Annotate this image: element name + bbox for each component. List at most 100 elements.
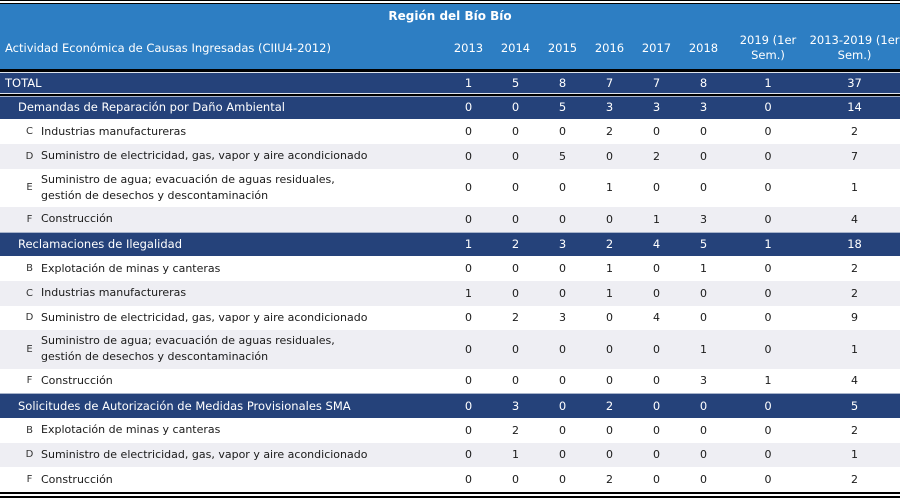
- category-code: B: [26, 263, 33, 275]
- category-label: Suministro de electricidad, gas, vapor y…: [41, 310, 368, 324]
- category-code: F: [26, 474, 33, 486]
- value-cell: 0: [445, 207, 492, 232]
- value-cell: 5: [539, 143, 586, 169]
- value-cell: 0: [492, 119, 539, 144]
- total-label: TOTAL: [0, 68, 445, 96]
- value-cell: 2: [809, 467, 900, 492]
- column-header-year: 2013: [445, 28, 492, 70]
- category-code: E: [26, 182, 33, 194]
- value-cell: 0: [445, 168, 492, 207]
- value-cell: 1: [586, 256, 633, 281]
- section-label: Reclamaciones de Ilegalidad: [0, 231, 445, 257]
- value-cell: 0: [633, 119, 680, 144]
- total-row: TOTAL 1 5 8 7 7 8 1 37: [0, 68, 900, 96]
- section-label: Solicitudes de Autorización de Medidas P…: [0, 393, 445, 418]
- category-code: F: [26, 213, 33, 225]
- section-value-cell: 3: [586, 94, 633, 120]
- section-value-cell: 14: [809, 94, 900, 120]
- section-header-row: Demandas de Reparación por Daño Ambienta…: [0, 94, 900, 120]
- section-value-cell: 0: [445, 94, 492, 120]
- value-cell: 0: [633, 368, 680, 394]
- value-cell: 0: [445, 368, 492, 394]
- total-value-cell: 1: [445, 68, 492, 96]
- value-cell: 0: [680, 280, 727, 306]
- category-row: D Suministro de electricidad, gas, vapor …: [0, 143, 900, 169]
- table-head: Región del Bío Bío Actividad Económica d…: [0, 4, 900, 70]
- section-value-cell: 3: [539, 231, 586, 257]
- section-value-cell: 3: [633, 94, 680, 120]
- value-cell: 0: [586, 143, 633, 169]
- section-value-cell: 0: [727, 393, 809, 418]
- total-value-cell: 7: [633, 68, 680, 96]
- category-name-cell: F Construcción: [0, 207, 445, 232]
- value-cell: 0: [680, 143, 727, 169]
- value-cell: 0: [727, 207, 809, 232]
- value-cell: 0: [633, 330, 680, 369]
- column-header-row: Actividad Económica de Causas Ingresadas…: [0, 28, 900, 70]
- total-value-cell: 37: [809, 68, 900, 96]
- category-code: E: [26, 343, 33, 355]
- category-row: C Industrias manufactureras 0 0 0 2 0 0 0 2: [0, 119, 900, 144]
- value-cell: 1: [680, 256, 727, 281]
- value-cell: 2: [492, 417, 539, 443]
- category-code: B: [26, 424, 33, 436]
- value-cell: 0: [633, 280, 680, 306]
- value-cell: 0: [680, 119, 727, 144]
- value-cell: 0: [539, 168, 586, 207]
- value-cell: 0: [539, 119, 586, 144]
- value-cell: 4: [633, 305, 680, 331]
- value-cell: 1: [680, 330, 727, 369]
- value-cell: 0: [445, 256, 492, 281]
- value-cell: 2: [809, 256, 900, 281]
- value-cell: 0: [727, 168, 809, 207]
- value-cell: 0: [633, 467, 680, 492]
- category-label: Suministro de agua; evacuación de aguas …: [41, 172, 335, 202]
- category-label: Industrias manufactureras: [41, 124, 187, 138]
- category-code: D: [25, 449, 34, 461]
- category-name-cell: E Suministro de agua; evacuación de aguas…: [0, 168, 445, 207]
- category-label: Industrias manufactureras: [41, 286, 187, 300]
- value-cell: 2: [809, 417, 900, 443]
- value-cell: 0: [586, 368, 633, 394]
- value-cell: 2: [809, 119, 900, 144]
- column-header-range: 2013-2019 (1er Sem.): [809, 28, 900, 70]
- value-cell: 0: [727, 256, 809, 281]
- section-value-cell: 1: [727, 231, 809, 257]
- section-value-cell: 2: [586, 231, 633, 257]
- category-row: D Suministro de electricidad, gas, vapor …: [0, 442, 900, 468]
- value-cell: 0: [727, 305, 809, 331]
- value-cell: 0: [680, 168, 727, 207]
- value-cell: 4: [809, 368, 900, 394]
- value-cell: 0: [445, 305, 492, 331]
- category-name-cell: F Construcción: [0, 368, 445, 394]
- section-value-cell: 0: [445, 393, 492, 418]
- total-value-cell: 8: [680, 68, 727, 96]
- section-header-row: Reclamaciones de Ilegalidad 1 2 3 2 4 5 1 18: [0, 231, 900, 257]
- category-code: D: [25, 150, 34, 162]
- category-row: E Suministro de agua; evacuación de aguas…: [0, 168, 900, 207]
- category-label: Construcción: [41, 373, 113, 387]
- column-header-year: 2015: [539, 28, 586, 70]
- category-label: Construcción: [41, 212, 113, 226]
- value-cell: 0: [633, 256, 680, 281]
- table-body: TOTAL 1 5 8 7 7 8 1 37 Demandas de Reparación por…: [0, 68, 900, 492]
- value-cell: 0: [539, 256, 586, 281]
- value-cell: 0: [445, 330, 492, 369]
- section-value-cell: 1: [445, 231, 492, 257]
- category-code: C: [26, 126, 33, 138]
- category-code: D: [25, 312, 34, 324]
- section-value-cell: 0: [539, 393, 586, 418]
- category-row: E Suministro de agua; evacuación de aguas…: [0, 330, 900, 369]
- column-header-year: 2018: [680, 28, 727, 70]
- value-cell: 3: [680, 207, 727, 232]
- total-value-cell: 1: [727, 68, 809, 96]
- value-cell: 0: [633, 168, 680, 207]
- value-cell: 2: [586, 119, 633, 144]
- value-cell: 0: [539, 368, 586, 394]
- category-code: F: [26, 375, 33, 387]
- category-name-cell: C Industrias manufactureras: [0, 119, 445, 144]
- category-name-cell: D Suministro de electricidad, gas, vapor …: [0, 442, 445, 468]
- value-cell: 0: [586, 305, 633, 331]
- value-cell: 0: [539, 442, 586, 468]
- column-header-year-sem: 2019 (1er Sem.): [727, 28, 809, 70]
